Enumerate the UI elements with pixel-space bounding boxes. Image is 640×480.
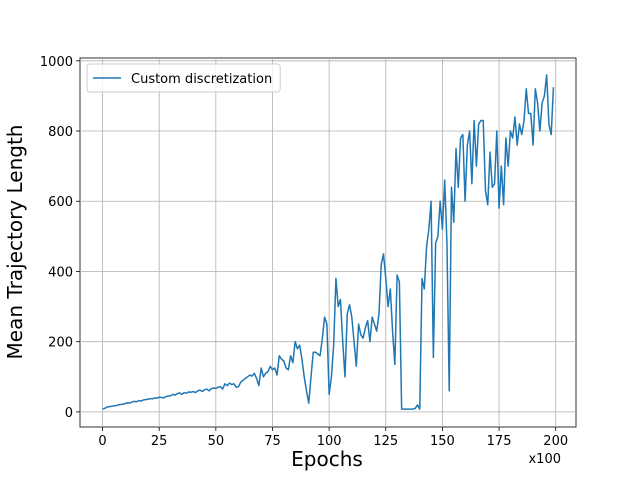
y-tick-label: 800 [48, 125, 73, 140]
x-tick-label: 200 [543, 434, 568, 449]
x-tick-label: 75 [264, 434, 281, 449]
y-axis-label: Mean Trajectory Length [3, 125, 27, 360]
x-tick-label: 50 [208, 434, 225, 449]
y-tick-label: 200 [48, 336, 73, 351]
x-tick-label: 125 [373, 434, 398, 449]
legend-label: Custom discretization [131, 72, 272, 87]
y-tick-label: 0 [65, 406, 73, 421]
plot-frame [79, 57, 577, 428]
legend-box [86, 63, 281, 93]
x-tick-label: 0 [98, 434, 106, 449]
y-tick-label: 600 [48, 195, 73, 210]
data-line [102, 74, 555, 410]
x-tick-label: 25 [151, 434, 168, 449]
y-tick-label: 400 [48, 265, 73, 280]
y-tick-label: 1000 [40, 55, 73, 70]
x-tick-label: 100 [317, 434, 342, 449]
x-axis-label: Epochs [291, 447, 363, 471]
x-tick-label: 175 [487, 434, 512, 449]
x-offset-label: x100 [528, 452, 561, 467]
x-tick-label: 150 [430, 434, 455, 449]
